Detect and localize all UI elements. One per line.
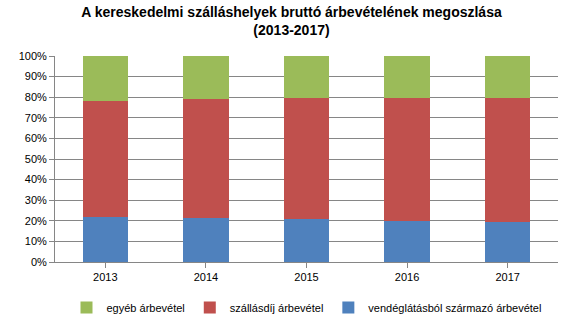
svg-text:szállásdíj árbevétel: szállásdíj árbevétel — [230, 302, 324, 314]
svg-text:2015: 2015 — [294, 271, 318, 283]
svg-text:egyéb árbevétel: egyéb árbevétel — [107, 302, 185, 314]
svg-text:90%: 90% — [25, 70, 47, 82]
svg-text:2014: 2014 — [194, 271, 218, 283]
svg-text:40%: 40% — [25, 173, 47, 185]
svg-text:A kereskedelmi szálláshelyek b: A kereskedelmi szálláshelyek bruttó árbe… — [81, 4, 502, 38]
svg-text:60%: 60% — [25, 132, 47, 144]
svg-text:2016: 2016 — [395, 271, 419, 283]
svg-text:2017: 2017 — [495, 271, 519, 283]
svg-text:100%: 100% — [19, 50, 47, 62]
svg-text:30%: 30% — [25, 194, 47, 206]
svg-text:70%: 70% — [25, 112, 47, 124]
svg-text:50%: 50% — [25, 153, 47, 165]
svg-text:0%: 0% — [31, 256, 47, 268]
svg-text:vendéglátásból származó árbevé: vendéglátásból származó árbevétel — [368, 302, 541, 314]
svg-text:10%: 10% — [25, 235, 47, 247]
svg-text:20%: 20% — [25, 215, 47, 227]
svg-text:2013: 2013 — [93, 271, 117, 283]
svg-text:80%: 80% — [25, 91, 47, 103]
